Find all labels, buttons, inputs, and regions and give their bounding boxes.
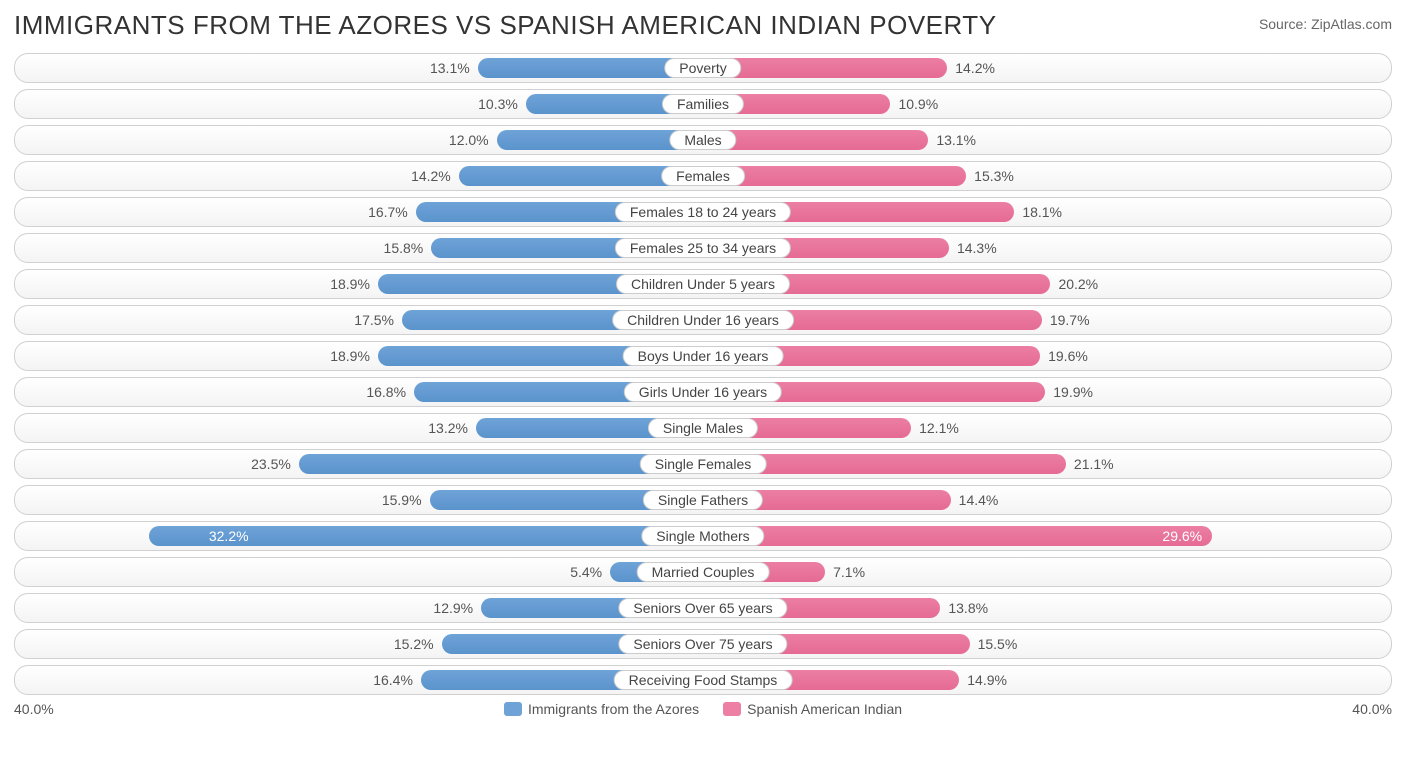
value-left: 15.2%: [394, 636, 442, 652]
chart-row: 18.9% 19.6% Boys Under 16 years: [14, 341, 1392, 371]
value-right: 29.6%: [1162, 528, 1212, 544]
chart-row: 15.2% 15.5% Seniors Over 75 years: [14, 629, 1392, 659]
legend-item-left: Immigrants from the Azores: [504, 701, 699, 717]
chart-row: 15.9% 14.4% Single Fathers: [14, 485, 1392, 515]
value-right: 21.1%: [1066, 456, 1114, 472]
chart-row: 23.5% 21.1% Single Females: [14, 449, 1392, 479]
legend-item-right: Spanish American Indian: [723, 701, 902, 717]
source-label: Source: ZipAtlas.com: [1259, 10, 1392, 32]
value-right: 19.6%: [1040, 348, 1088, 364]
diverging-bar-chart: 13.1% 14.2% Poverty 10.3% 10.9% Families 12.0%…: [14, 53, 1392, 695]
category-label: Females 18 to 24 years: [615, 202, 791, 222]
chart-row: 18.9% 20.2% Children Under 5 years: [14, 269, 1392, 299]
value-right: 13.1%: [928, 132, 976, 148]
value-left: 17.5%: [354, 312, 402, 328]
value-left: 32.2%: [199, 528, 249, 544]
value-right: 14.2%: [947, 60, 995, 76]
value-left: 5.4%: [570, 564, 610, 580]
value-right: 15.5%: [970, 636, 1018, 652]
bar-right: [703, 130, 928, 150]
value-right: 13.8%: [940, 600, 988, 616]
chart-row: 32.2% 29.6% Single Mothers: [14, 521, 1392, 551]
value-left: 15.9%: [382, 492, 430, 508]
value-left: 18.9%: [330, 276, 378, 292]
category-label: Poverty: [664, 58, 741, 78]
page-title: IMMIGRANTS FROM THE AZORES VS SPANISH AM…: [14, 10, 997, 41]
value-right: 10.9%: [890, 96, 938, 112]
value-right: 19.7%: [1042, 312, 1090, 328]
category-label: Families: [662, 94, 744, 114]
value-left: 13.2%: [428, 420, 476, 436]
value-left: 18.9%: [330, 348, 378, 364]
category-label: Females: [661, 166, 745, 186]
category-label: Children Under 16 years: [612, 310, 794, 330]
chart-row: 12.9% 13.8% Seniors Over 65 years: [14, 593, 1392, 623]
value-right: 15.3%: [966, 168, 1014, 184]
legend-label-left: Immigrants from the Azores: [528, 701, 699, 717]
value-right: 12.1%: [911, 420, 959, 436]
value-left: 16.7%: [368, 204, 416, 220]
value-right: 7.1%: [825, 564, 865, 580]
category-label: Children Under 5 years: [616, 274, 790, 294]
chart-row: 16.8% 19.9% Girls Under 16 years: [14, 377, 1392, 407]
value-left: 14.2%: [411, 168, 459, 184]
category-label: Receiving Food Stamps: [614, 670, 793, 690]
category-label: Single Mothers: [641, 526, 764, 546]
value-left: 15.8%: [384, 240, 432, 256]
chart-row: 14.2% 15.3% Females: [14, 161, 1392, 191]
value-right: 20.2%: [1050, 276, 1098, 292]
category-label: Single Females: [640, 454, 767, 474]
value-left: 13.1%: [430, 60, 478, 76]
legend-label-right: Spanish American Indian: [747, 701, 902, 717]
chart-row: 17.5% 19.7% Children Under 16 years: [14, 305, 1392, 335]
axis-right-max: 40.0%: [1352, 701, 1392, 717]
category-label: Girls Under 16 years: [624, 382, 782, 402]
value-right: 18.1%: [1014, 204, 1062, 220]
category-label: Seniors Over 75 years: [618, 634, 787, 654]
value-right: 19.9%: [1045, 384, 1093, 400]
category-label: Seniors Over 65 years: [618, 598, 787, 618]
category-label: Married Couples: [637, 562, 770, 582]
chart-row: 13.2% 12.1% Single Males: [14, 413, 1392, 443]
chart-row: 13.1% 14.2% Poverty: [14, 53, 1392, 83]
legend-swatch-left: [504, 702, 522, 716]
value-left: 12.9%: [433, 600, 481, 616]
value-right: 14.4%: [951, 492, 999, 508]
chart-row: 15.8% 14.3% Females 25 to 34 years: [14, 233, 1392, 263]
value-right: 14.9%: [959, 672, 1007, 688]
value-left: 16.4%: [373, 672, 421, 688]
chart-row: 12.0% 13.1% Males: [14, 125, 1392, 155]
bar-right: [703, 526, 1212, 546]
category-label: Single Fathers: [643, 490, 763, 510]
legend: Immigrants from the Azores Spanish Ameri…: [504, 701, 902, 717]
value-right: 14.3%: [949, 240, 997, 256]
category-label: Females 25 to 34 years: [615, 238, 791, 258]
chart-row: 5.4% 7.1% Married Couples: [14, 557, 1392, 587]
category-label: Boys Under 16 years: [623, 346, 784, 366]
chart-row: 10.3% 10.9% Families: [14, 89, 1392, 119]
chart-row: 16.4% 14.9% Receiving Food Stamps: [14, 665, 1392, 695]
chart-row: 16.7% 18.1% Females 18 to 24 years: [14, 197, 1392, 227]
axis-left-max: 40.0%: [14, 701, 54, 717]
value-left: 16.8%: [366, 384, 414, 400]
value-left: 10.3%: [478, 96, 526, 112]
legend-swatch-right: [723, 702, 741, 716]
value-left: 23.5%: [251, 456, 299, 472]
category-label: Males: [669, 130, 736, 150]
value-left: 12.0%: [449, 132, 497, 148]
category-label: Single Males: [648, 418, 758, 438]
